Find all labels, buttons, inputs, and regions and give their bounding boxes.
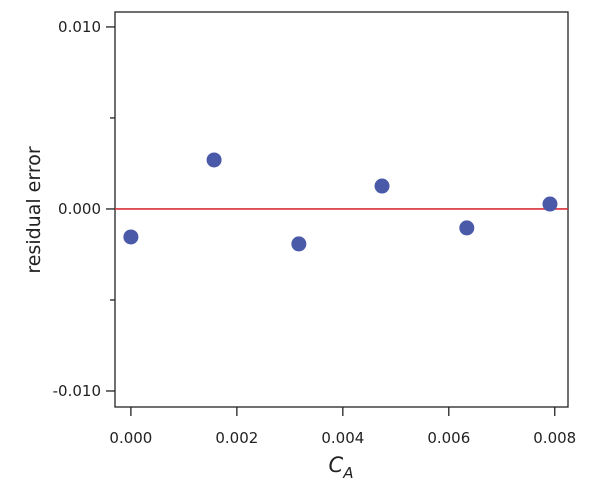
y-tick-label: 0.010 <box>58 18 101 36</box>
data-point <box>542 196 558 212</box>
x-axis-label-sub: A <box>342 464 353 482</box>
data-point <box>459 220 475 236</box>
x-tick-label: 0.002 <box>215 429 258 447</box>
y-axis-label: residual error <box>23 146 45 274</box>
data-point <box>291 236 307 252</box>
x-tick-label: 0.000 <box>109 429 152 447</box>
x-tick-label: 0.008 <box>533 429 576 447</box>
x-tick-label: 0.006 <box>427 429 470 447</box>
x-axis-label-main: C <box>329 453 344 477</box>
data-point <box>206 152 222 168</box>
x-axis-label: CA <box>329 453 354 482</box>
x-tick-label: 0.004 <box>321 429 364 447</box>
y-tick-label: 0.000 <box>58 200 101 218</box>
data-point <box>374 178 390 194</box>
y-tick-label: -0.010 <box>53 382 101 400</box>
data-point <box>123 229 139 245</box>
